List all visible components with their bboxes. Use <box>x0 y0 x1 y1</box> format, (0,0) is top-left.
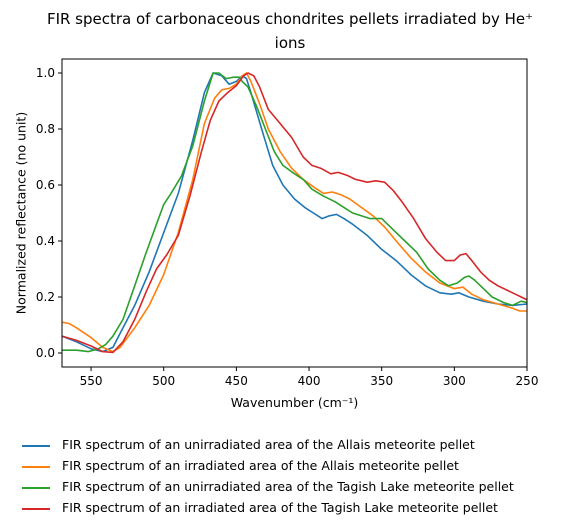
y-tick-label: 0.2 <box>36 290 55 304</box>
x-tick-label: 300 <box>443 374 466 388</box>
series-line-2 <box>62 72 527 353</box>
series-line-0 <box>62 72 527 353</box>
series-line-1 <box>62 72 527 353</box>
y-tick-label: 0.4 <box>36 234 55 248</box>
y-axis-label: Normalized reflectance (no unit) <box>14 112 29 314</box>
x-tick-label: 350 <box>370 374 393 388</box>
legend-swatch <box>22 445 50 447</box>
x-tick-label: 550 <box>80 374 103 388</box>
y-tick-label: 0.6 <box>36 178 55 192</box>
x-axis-label: Wavenumber (cm⁻¹) <box>231 395 358 410</box>
series-line-3 <box>62 72 527 354</box>
chart-title-line-1: FIR spectra of carbonaceous chondrites p… <box>46 10 534 28</box>
legend-swatch <box>22 508 50 510</box>
x-tick-label: 500 <box>152 374 175 388</box>
x-tick-label: 250 <box>516 374 539 388</box>
legend-label: FIR spectrum of an irradiated area of th… <box>62 458 459 473</box>
chart-title-line-2: ions <box>274 34 306 52</box>
legend-swatch <box>22 487 50 489</box>
legend-swatch <box>22 466 50 468</box>
legend-label: FIR spectrum of an unirradiated area of … <box>62 479 514 494</box>
legend-label: FIR spectrum of an unirradiated area of … <box>62 437 475 452</box>
plot-area-frame <box>61 58 528 368</box>
y-tick-label: 1.0 <box>36 66 55 80</box>
x-tick-label: 400 <box>298 374 321 388</box>
y-tick-label: 0.0 <box>36 346 55 360</box>
y-tick-label: 0.8 <box>36 122 55 136</box>
x-tick-label: 450 <box>225 374 248 388</box>
legend-label: FIR spectrum of an irradiated area of th… <box>62 500 498 515</box>
